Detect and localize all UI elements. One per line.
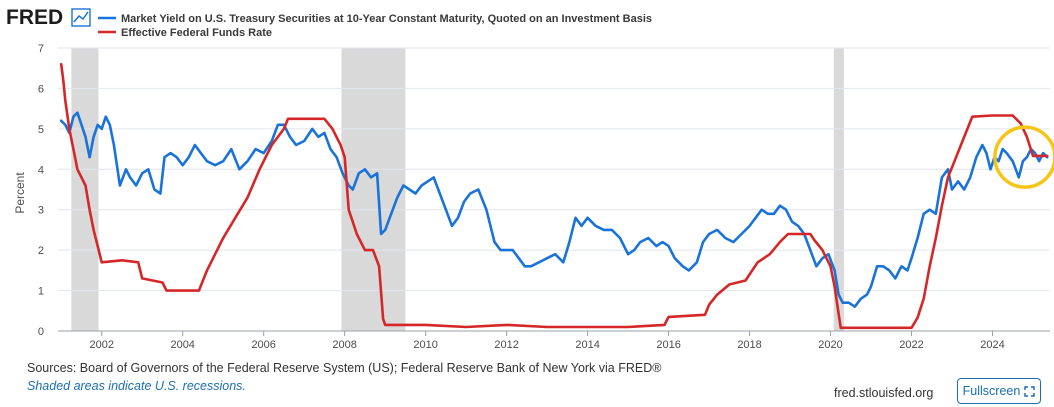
y-tick-label: 3: [38, 205, 44, 217]
x-tick-label: 2024: [980, 339, 1004, 351]
x-axis-ticks: 2002 2004 2006 2008 2010 2012 2014 2016 2018 2020…: [58, 330, 1050, 351]
y-tick-label: 1: [38, 286, 44, 298]
y-tick-label: 4: [38, 164, 44, 176]
legend-label-10y: Market Yield on U.S. Treasury Securities…: [121, 13, 652, 25]
x-tick-label: 2012: [494, 339, 518, 351]
expand-icon: [1024, 385, 1036, 397]
trend-line-icon: [71, 8, 91, 27]
gridlines: [58, 47, 1050, 332]
y-tick-label: 7: [38, 43, 44, 55]
y-axis-ticks: 0 1 2 3 4 5 6 7: [38, 43, 44, 338]
sources-text: Sources: Board of Governors of the Feder…: [27, 361, 662, 375]
recession-note: Shaded areas indicate U.S. recessions.: [27, 379, 246, 393]
series-lines: [59, 62, 1049, 330]
fred-logo[interactable]: FRED: [6, 6, 63, 29]
recession-bands: [71, 48, 844, 331]
annotations: [993, 125, 1054, 189]
x-tick-label: 2004: [170, 339, 194, 351]
legend-label-effr: Effective Federal Funds Rate: [121, 27, 272, 39]
y-tick-label: 5: [38, 124, 44, 136]
x-tick-label: 2002: [89, 339, 113, 351]
y-tick-label: 2: [38, 245, 44, 257]
series-line-effr: [59, 62, 1049, 330]
x-tick-label: 2016: [656, 339, 680, 351]
fullscreen-label: Fullscreen: [962, 384, 1021, 398]
y-tick-label: 6: [38, 83, 44, 95]
legend: Market Yield on U.S. Treasury Securities…: [98, 13, 652, 39]
x-tick-label: 2008: [332, 339, 356, 351]
x-tick-label: 2010: [413, 339, 437, 351]
highlight-circle: [993, 125, 1054, 189]
x-tick-label: 2022: [899, 339, 923, 351]
y-axis-title: Percent: [13, 172, 27, 214]
x-tick-label: 2018: [737, 339, 761, 351]
fullscreen-button[interactable]: Fullscreen: [957, 378, 1041, 404]
x-tick-label: 2006: [251, 339, 275, 351]
x-tick-label: 2014: [575, 339, 599, 351]
y-tick-label: 0: [38, 326, 44, 338]
series-line-10y-treasury: [59, 111, 1049, 309]
recession-band: [833, 48, 844, 331]
fred-domain-link[interactable]: fred.stlouisfed.org: [834, 386, 934, 400]
x-tick-label: 2020: [818, 339, 842, 351]
